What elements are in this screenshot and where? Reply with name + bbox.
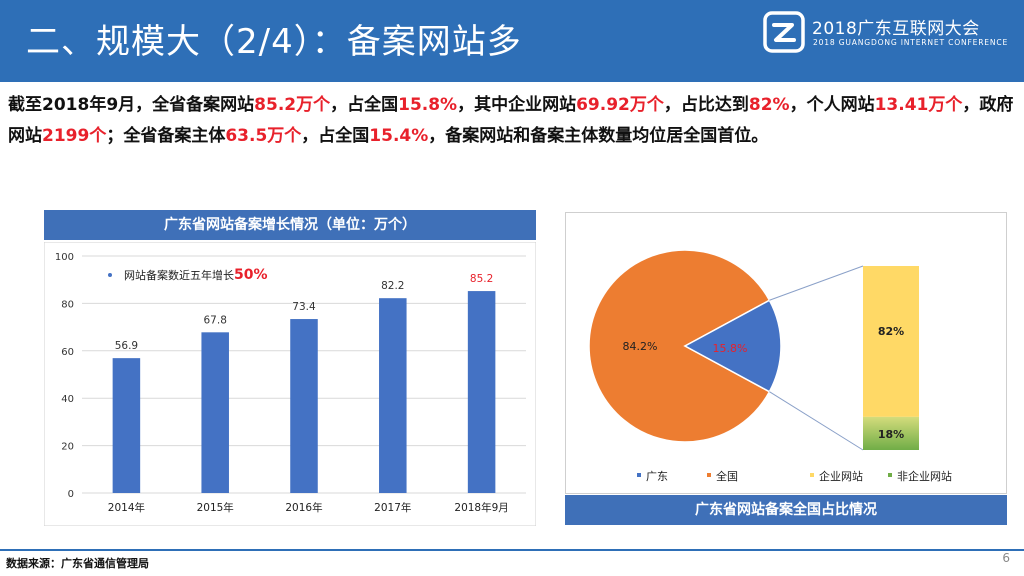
- bar-value-label: 85.2: [470, 273, 493, 285]
- highlight-figure: 2199个: [42, 126, 107, 146]
- legend-swatch: [810, 473, 814, 477]
- highlight-figure: 82%: [748, 95, 790, 115]
- bar-value-label: 82.2: [381, 280, 404, 292]
- conference-logo-icon: [763, 11, 805, 53]
- y-tick-label: 0: [68, 489, 74, 500]
- highlight-figure: 13.41万个: [874, 95, 963, 115]
- intro-paragraph: 截至2018年9月，全省备案网站85.2万个，占全国15.8%，其中企业网站69…: [8, 90, 1018, 152]
- pie-chart-panel: [565, 212, 1007, 494]
- x-tick-label: 2016年: [285, 501, 322, 514]
- x-tick-label: 2017年: [374, 501, 411, 514]
- stack-segment-enterprise: [863, 266, 919, 417]
- stack-segment-non-enterprise: [863, 416, 919, 450]
- logo-text: 2018广东互联网大会: [812, 19, 980, 39]
- page-number: 6: [1002, 551, 1010, 565]
- pie-slice-national: [588, 249, 771, 443]
- intro-text: ，占比达到: [663, 95, 749, 115]
- legend-swatch: [888, 473, 892, 477]
- highlight-figure: 69.92万个: [576, 95, 664, 115]
- intro-text: ；全省备案主体: [106, 126, 226, 146]
- highlight-figure: 15.4%: [369, 126, 429, 146]
- legend-label: 广东: [646, 470, 668, 483]
- bar-value-label: 73.4: [292, 301, 316, 313]
- legend-swatch: [707, 473, 711, 477]
- stack-label-enterprise: 82%: [878, 325, 904, 338]
- intro-text: ，备案网站和备案主体数量均位居全国首位。: [428, 126, 769, 146]
- x-tick-label: 2018年9月: [454, 501, 508, 514]
- x-tick-label: 2015年: [197, 501, 234, 514]
- legend-label: 非企业网站: [897, 469, 952, 483]
- intro-text: ，政府网站: [8, 95, 1014, 146]
- logo-subtext: 2018 GUANGDONG INTERNET CONFERENCE: [813, 38, 1009, 47]
- pie-label-national: 84.2%: [623, 340, 658, 353]
- legend-label: 企业网站: [819, 469, 863, 483]
- bar: [467, 291, 496, 493]
- intro-text: ，占全国: [301, 126, 370, 146]
- bullet-dot-icon: [108, 273, 112, 277]
- intro-text: 截至2018年9月，全省备案网站: [8, 95, 255, 115]
- connector-line: [769, 265, 864, 301]
- intro-text: ，占全国: [330, 95, 399, 115]
- stack-label-non-enterprise: 18%: [878, 428, 904, 441]
- growth-bar-chart: 0 20 40 60 80 100 56.9 2014年 67.8 2015年 73.4 2016年 8…: [44, 242, 536, 526]
- highlight-figure: 15.8%: [398, 95, 458, 115]
- pie-chart-title: 广东省网站备案全国占比情况: [565, 495, 1007, 525]
- legend-label: 全国: [716, 469, 738, 483]
- growth-annotation: 网站备案数近五年增长50%: [124, 267, 268, 283]
- bar-value-label: 67.8: [204, 314, 227, 326]
- highlight-figure: 63.5万个: [225, 126, 302, 146]
- x-tick-label: 2014年: [108, 501, 145, 514]
- conference-logo: 2018广东互联网大会 2018 GUANGDONG INTERNET CONF…: [762, 10, 1012, 54]
- bar-value-label: 56.9: [115, 340, 138, 352]
- bar: [290, 319, 318, 493]
- y-tick-label: 60: [61, 347, 74, 358]
- bar: [379, 298, 407, 493]
- bar: [112, 358, 141, 493]
- intro-text: ，其中企业网站: [457, 95, 577, 115]
- pie-slice-guangdong: [683, 299, 782, 393]
- intro-text: ，个人网站: [789, 95, 875, 115]
- bar-chart-title: 广东省网站备案增长情况（单位：万个）: [44, 210, 536, 240]
- footer-divider: [0, 549, 1024, 551]
- data-source: 数据来源：广东省通信管理局: [6, 557, 149, 570]
- pie-label-guangdong: 15.8%: [713, 342, 748, 355]
- share-pie-chart: 84.2% 15.8% 82% 18% 广东 全国 企业网站 非企业网站: [588, 249, 952, 483]
- y-tick-label: 100: [55, 252, 74, 263]
- y-tick-label: 80: [61, 299, 74, 310]
- bar: [201, 332, 229, 493]
- page-title: 二、规模大（2/4）：备案网站多: [26, 22, 522, 62]
- connector-line: [769, 391, 864, 451]
- legend-swatch: [637, 473, 641, 477]
- title-banner: 二、规模大（2/4）：备案网站多 2018广东互联网大会 2018 GUANGD…: [0, 0, 1024, 82]
- highlight-figure: 85.2万个: [254, 95, 331, 115]
- y-tick-label: 20: [61, 442, 74, 453]
- y-tick-label: 40: [61, 394, 74, 405]
